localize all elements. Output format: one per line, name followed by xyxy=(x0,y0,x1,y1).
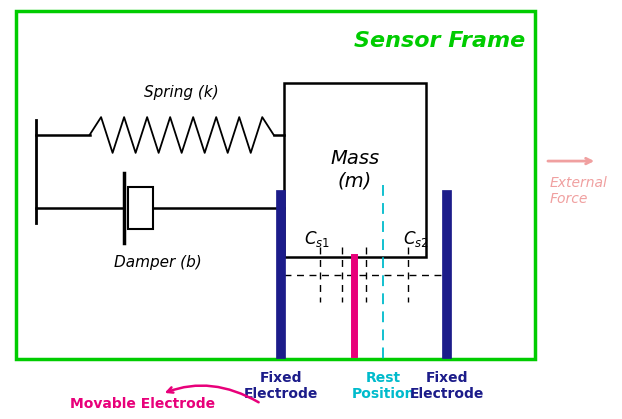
Text: Rest
Position: Rest Position xyxy=(351,371,415,401)
Text: Movable Electrode: Movable Electrode xyxy=(70,385,259,411)
Text: Sensor Frame: Sensor Frame xyxy=(355,31,526,51)
Text: Mass
(m): Mass (m) xyxy=(330,149,379,190)
Text: $C_{s2}$: $C_{s2}$ xyxy=(403,229,429,249)
Bar xyxy=(284,83,425,257)
Bar xyxy=(16,11,536,359)
Text: $C_{s1}$: $C_{s1}$ xyxy=(304,229,330,249)
Bar xyxy=(128,187,153,229)
Text: Fixed
Electrode: Fixed Electrode xyxy=(410,371,485,401)
Text: Damper (b): Damper (b) xyxy=(114,255,202,270)
Text: External
Force: External Force xyxy=(550,176,608,206)
Text: Fixed
Electrode: Fixed Electrode xyxy=(243,371,318,401)
Text: Spring (k): Spring (k) xyxy=(144,85,219,100)
